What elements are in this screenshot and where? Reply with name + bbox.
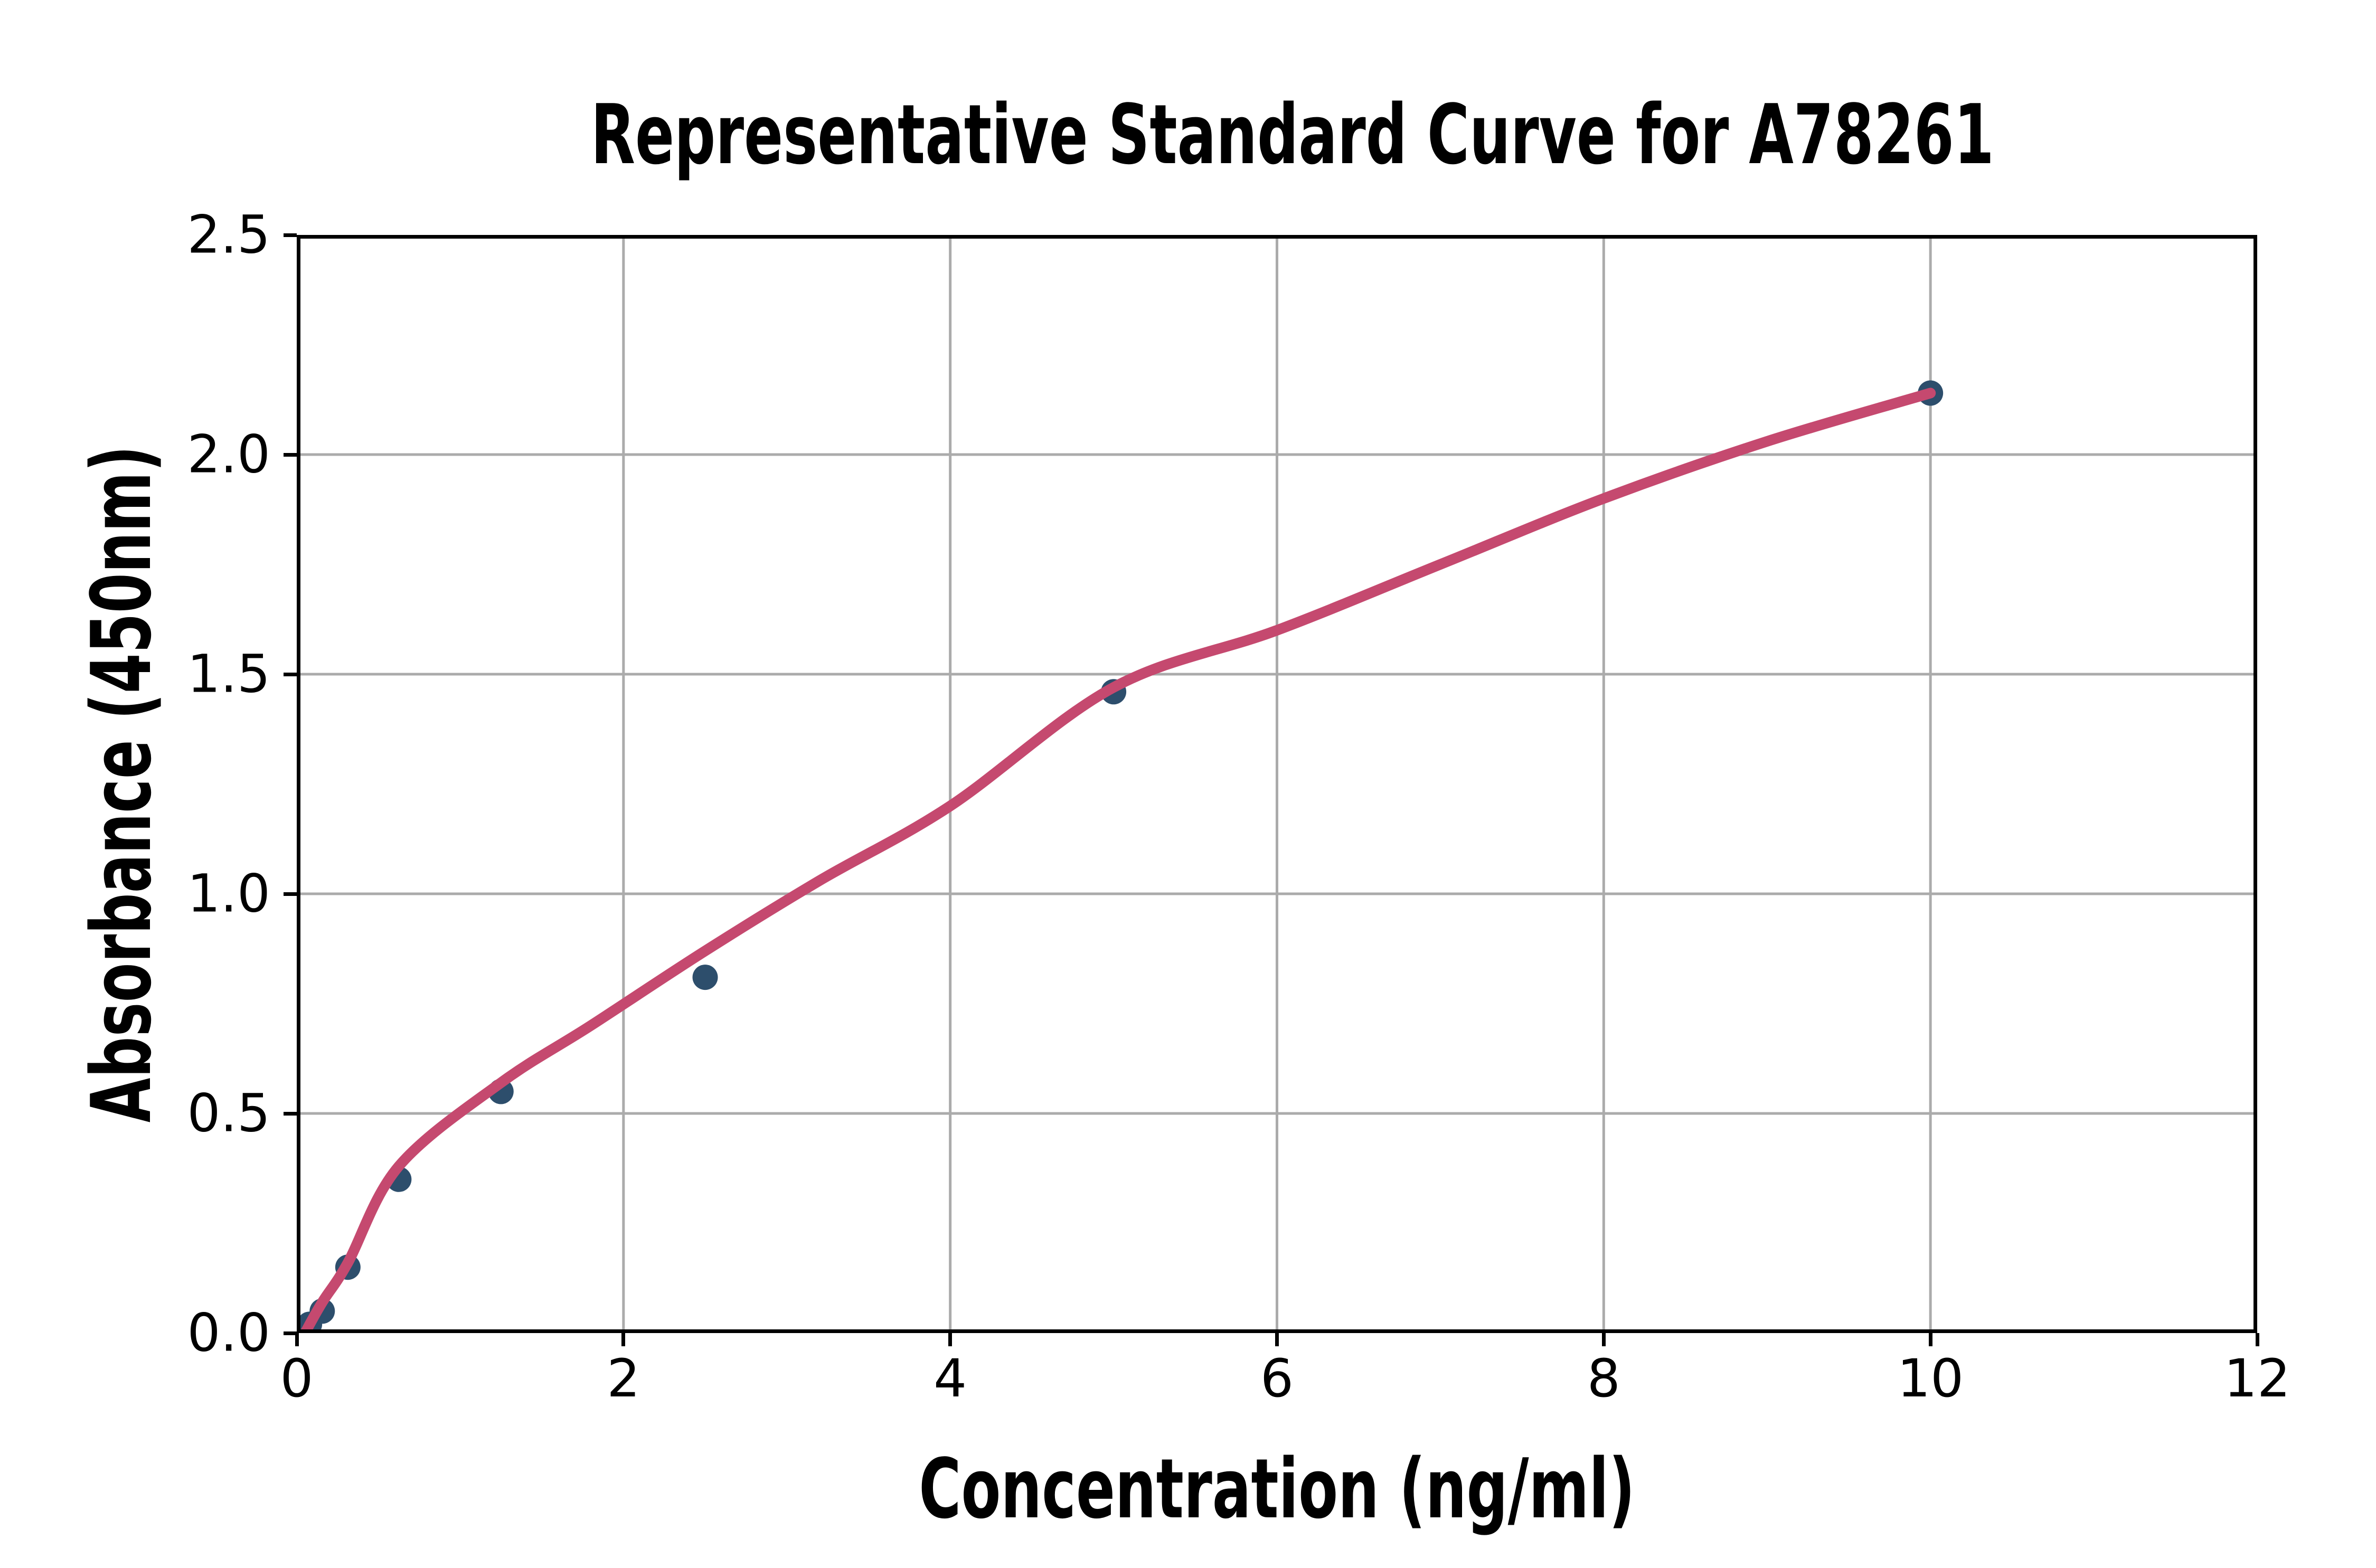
- x-tick-mark: [1928, 1333, 1932, 1346]
- y-axis-label: Absorbance (450nm): [73, 445, 169, 1123]
- plot-area: [297, 235, 2257, 1333]
- x-axis-label: Concentration (ng/ml): [919, 1441, 1635, 1537]
- x-tick-mark: [948, 1333, 953, 1346]
- x-tick-label: 12: [2224, 1348, 2290, 1409]
- y-tick-mark: [284, 892, 297, 896]
- x-tick-mark: [295, 1333, 299, 1346]
- x-tick-label: 8: [1587, 1348, 1620, 1409]
- y-tick-mark: [284, 1111, 297, 1116]
- y-tick-mark: [284, 452, 297, 457]
- x-tick-mark: [2255, 1333, 2259, 1346]
- x-tick-mark: [1275, 1333, 1279, 1346]
- fit-curve: [299, 388, 1936, 1333]
- x-tick-mark: [1601, 1333, 1606, 1346]
- x-tick-mark: [621, 1333, 626, 1346]
- x-tick-label: 4: [934, 1348, 967, 1409]
- x-tick-label: 0: [280, 1348, 314, 1409]
- x-tick-label: 6: [1260, 1348, 1294, 1409]
- y-tick-label: 0.0: [187, 1302, 270, 1364]
- y-tick-label: 2.5: [187, 204, 270, 266]
- chart-title: Representative Standard Curve for A78261: [590, 87, 1994, 183]
- y-tick-mark: [284, 233, 297, 237]
- plot-border: [297, 235, 2257, 1333]
- x-tick-label: 10: [1897, 1348, 1964, 1409]
- y-tick-label: 0.5: [187, 1083, 270, 1144]
- data-point: [692, 965, 718, 990]
- y-tick-mark: [284, 672, 297, 676]
- y-tick-mark: [284, 1331, 297, 1335]
- y-tick-label: 1.5: [187, 644, 270, 705]
- x-tick-label: 2: [607, 1348, 640, 1409]
- y-tick-label: 1.0: [187, 863, 270, 924]
- y-tick-label: 2.0: [187, 424, 270, 485]
